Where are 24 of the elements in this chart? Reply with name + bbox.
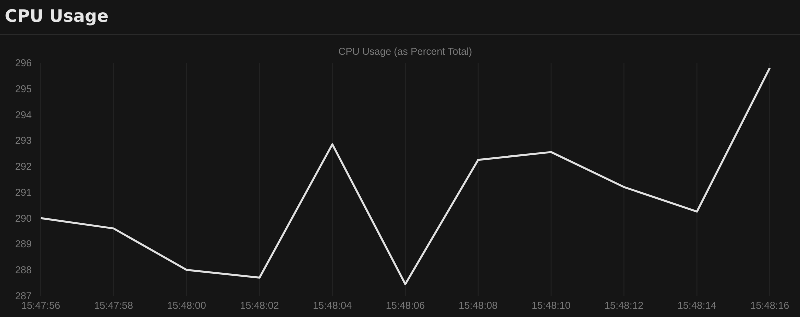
y-tick-label: 291	[15, 188, 32, 199]
x-tick-label: 15:48:16	[750, 301, 790, 312]
y-tick-label: 295	[15, 84, 32, 96]
y-tick-label: 296	[15, 58, 32, 70]
x-tick-label: 15:48:04	[313, 301, 352, 312]
y-tick-label: 287	[15, 292, 32, 302]
x-tick-label: 15:48:14	[678, 301, 718, 312]
x-tick-label: 15:48:00	[167, 301, 207, 312]
line-series	[40, 67, 771, 286]
x-tick-label: 15:47:58	[94, 301, 134, 312]
x-tick-label: 15:48:10	[532, 301, 572, 312]
y-tick-label: 292	[15, 162, 32, 174]
y-tick-label: 289	[15, 240, 32, 251]
x-tick-label: 15:48:12	[604, 301, 644, 312]
x-tick-label: 15:47:56	[22, 301, 61, 312]
y-tick-label: 288	[15, 266, 32, 277]
y-tick-label: 293	[15, 136, 32, 148]
y-tick-label: 294	[15, 110, 32, 122]
y-tick-label: 290	[15, 214, 32, 225]
x-tick-label: 15:48:06	[386, 301, 426, 312]
chart-title: CPU Usage	[5, 7, 109, 27]
x-tick-label: 15:48:08	[458, 301, 498, 312]
chart-subtitle: CPU Usage (as Percent Total)	[338, 47, 472, 58]
x-tick-label: 15:48:02	[240, 301, 280, 312]
